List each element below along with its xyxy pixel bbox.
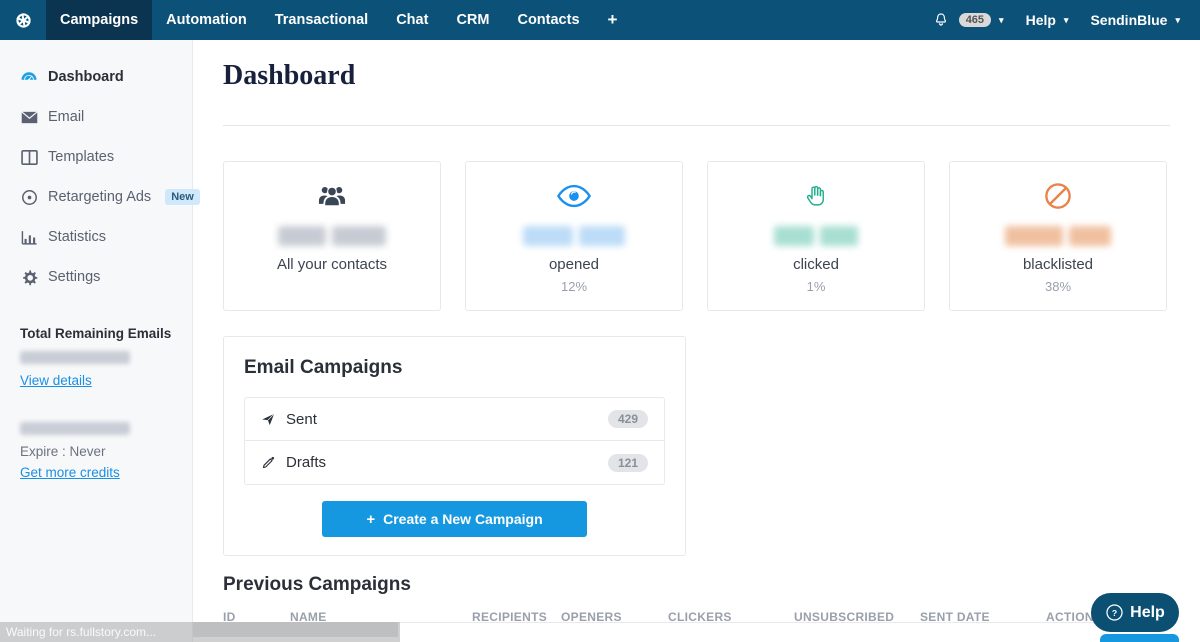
svg-text:?: ?	[1112, 608, 1117, 618]
